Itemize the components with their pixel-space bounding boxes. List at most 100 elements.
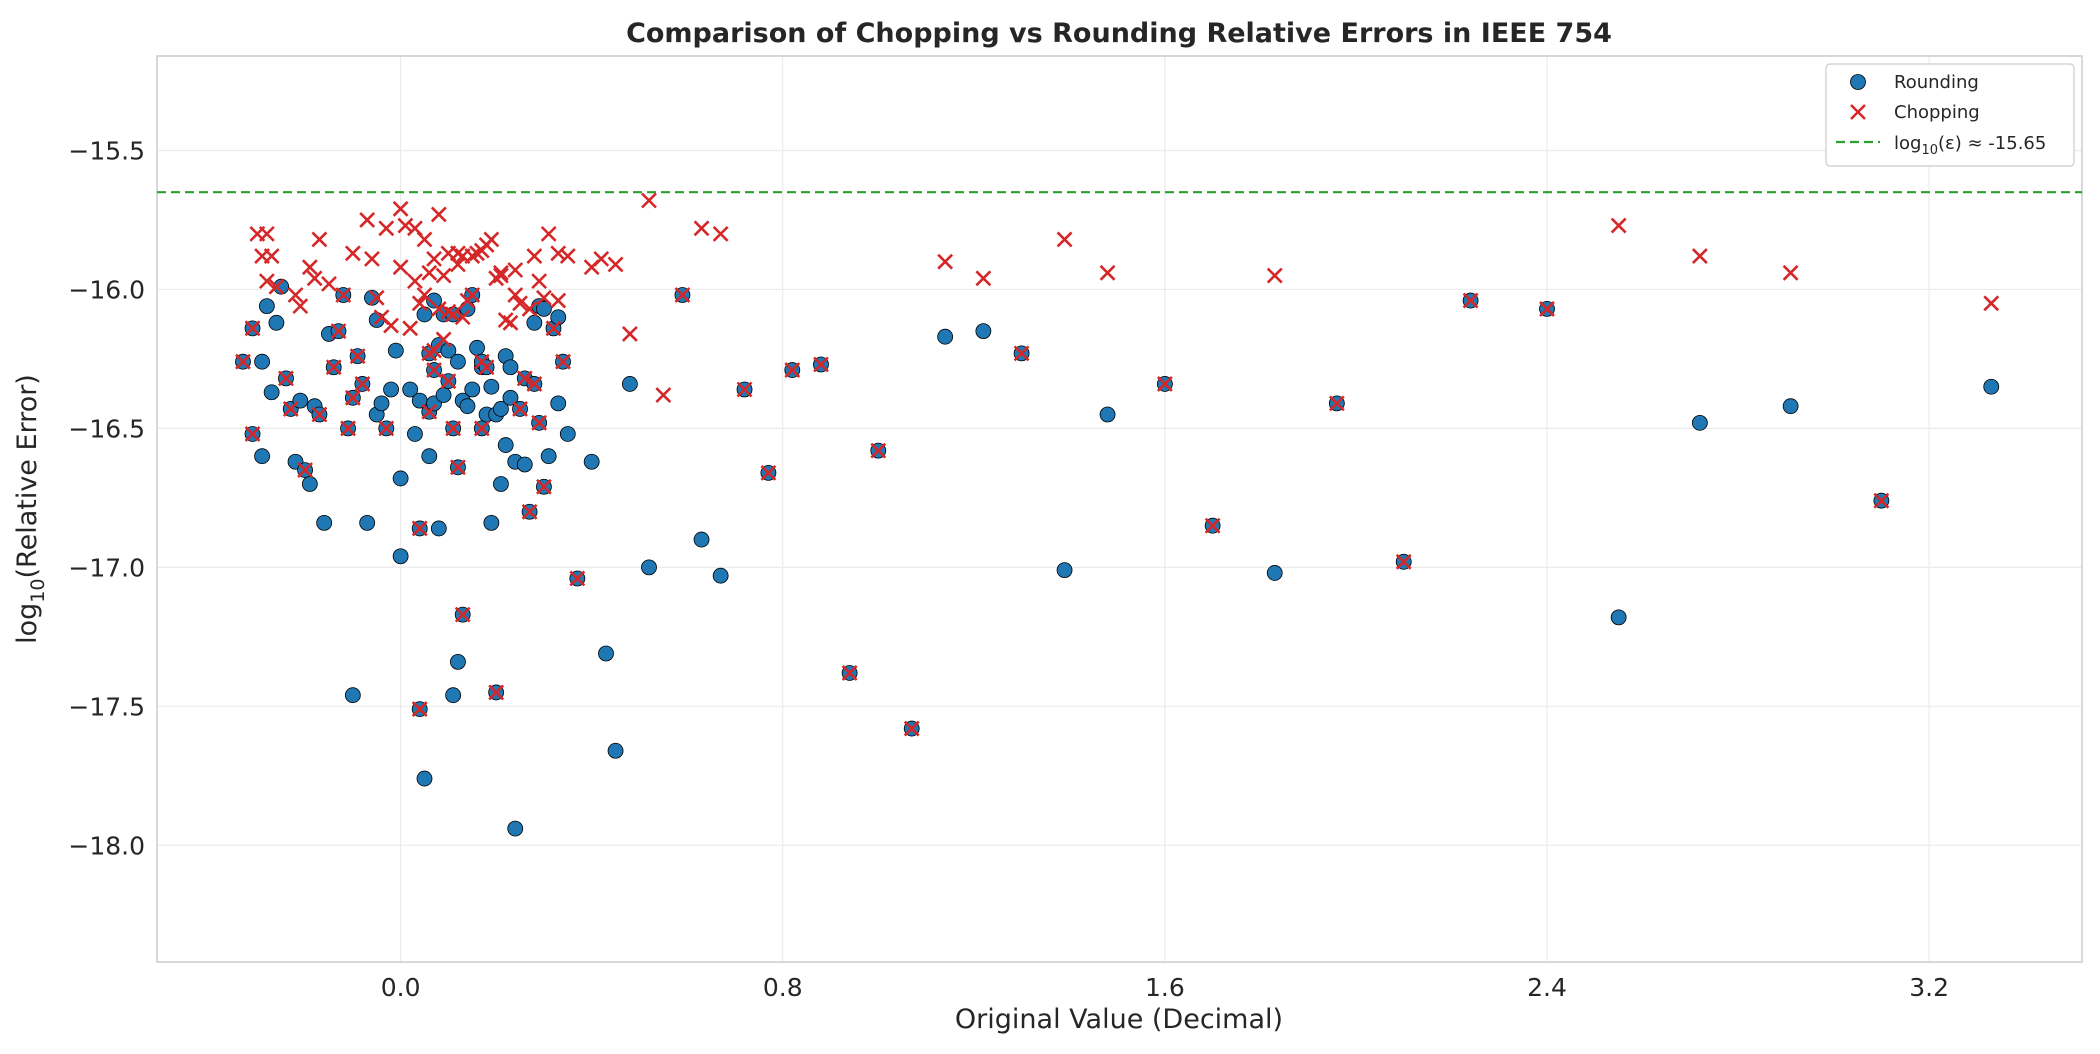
chopping-point — [354, 376, 371, 392]
rounding-point — [402, 381, 419, 398]
rounding-point — [416, 770, 433, 787]
rounding-point — [1056, 562, 1073, 579]
chopping-point — [407, 273, 423, 290]
legend-epsilon-subscript: 10 — [1921, 143, 1938, 158]
chopping-point — [244, 320, 261, 337]
chopping-point — [975, 270, 992, 287]
chopping-point — [493, 264, 509, 281]
chopping-point — [545, 320, 562, 337]
chopping-point — [383, 317, 399, 334]
chopping-point — [244, 426, 261, 442]
chopping-point — [760, 464, 777, 481]
y-tick-label: −15.5 — [68, 136, 145, 165]
y-tick-label: −18.0 — [68, 831, 145, 860]
legend-epsilon-suffix: (ε) ≈ -15.65 — [1938, 133, 2046, 154]
legend-chopping-label: Chopping — [1894, 102, 1980, 123]
chopping-point — [516, 370, 533, 387]
chopping-point — [1099, 264, 1116, 281]
chopping-point — [531, 273, 548, 290]
chopping-point — [674, 287, 691, 303]
rounding-point — [392, 548, 409, 565]
chopping-point — [555, 353, 571, 370]
rounding-point — [445, 687, 462, 704]
chopping-point — [550, 292, 567, 309]
chopping-point — [306, 270, 323, 287]
rounding-point — [598, 645, 614, 662]
chopping-point — [507, 287, 524, 303]
chopping-point — [258, 273, 275, 290]
rounding-point — [383, 381, 399, 398]
rounding-point — [621, 376, 638, 392]
x-tick-label: 0.0 — [381, 973, 421, 1002]
chopping-point — [435, 267, 452, 284]
y-tick-label: −17.5 — [68, 692, 145, 721]
chopping-point — [392, 259, 409, 276]
chopping-point — [292, 298, 309, 315]
chopping-point — [268, 278, 285, 295]
chopping-point — [378, 420, 395, 437]
rounding-point — [421, 448, 438, 465]
rounding-point — [435, 387, 452, 403]
legend-frame — [1825, 63, 2075, 167]
rounding-point — [641, 559, 657, 576]
rounding-point — [450, 653, 466, 670]
legend-rounding-marker — [1850, 74, 1866, 90]
rounding-point — [392, 470, 409, 487]
chopping-point — [1691, 248, 1708, 265]
chopping-point — [903, 720, 920, 737]
y-axis-label: log10(Relative Error) — [12, 374, 49, 644]
x-tick-label: 1.6 — [1145, 973, 1185, 1002]
chopping-point — [507, 262, 524, 278]
rounding-point — [263, 384, 280, 401]
chopping-point — [641, 192, 657, 209]
chopping-point — [488, 684, 505, 701]
rounding-point — [1610, 609, 1627, 626]
chopping-point — [483, 231, 500, 248]
chopping-point — [445, 420, 462, 437]
chopping-point — [937, 253, 954, 270]
chopping-point — [421, 403, 438, 420]
rounding-point — [359, 514, 376, 531]
rounding-point — [373, 395, 390, 412]
chopping-point — [301, 259, 318, 276]
rounding-point — [507, 820, 524, 837]
y-tick-label: −16.5 — [68, 414, 145, 443]
rounding-point — [258, 298, 275, 315]
rounding-point — [607, 742, 624, 759]
chopping-point — [454, 309, 471, 326]
rounding-point — [1691, 414, 1708, 431]
chopping-point — [521, 503, 538, 520]
chopping-point — [416, 287, 433, 303]
chopping-point — [1204, 517, 1221, 534]
chopping-point — [430, 206, 447, 223]
chopping-point — [535, 478, 552, 495]
chopping-point — [364, 250, 380, 267]
rounding-point — [254, 448, 270, 465]
x-tick-label: 3.2 — [1909, 973, 1949, 1002]
y-tick-label: −17.0 — [68, 553, 145, 582]
chopping-point — [1395, 553, 1412, 570]
chopping-point — [1266, 267, 1283, 284]
rounding-point — [469, 339, 485, 356]
axes: 0.0 0.8 1.6 2.4 3.2 −15.5 −16.0 −16.5 −17.0 −17.5… — [68, 136, 1949, 1002]
chopping-point — [421, 264, 438, 281]
chopping-point — [416, 231, 433, 248]
chopping-point — [311, 406, 328, 423]
chopping-point — [1156, 376, 1173, 392]
chopping-point — [502, 314, 519, 331]
chopping-point — [368, 289, 385, 306]
chopping-point — [1782, 264, 1799, 281]
chopping-point — [392, 200, 409, 217]
chopping-point — [359, 212, 376, 228]
chopping-point — [736, 381, 753, 398]
rounding-point — [493, 476, 509, 492]
rounding-point — [540, 448, 557, 465]
chopping-point — [349, 348, 366, 365]
rounding-point — [407, 426, 423, 442]
chopping-point — [870, 442, 887, 459]
rounding-point — [1782, 398, 1799, 415]
chopping-point — [311, 231, 328, 248]
chopping-point — [321, 275, 337, 292]
chopping-point — [402, 320, 419, 337]
